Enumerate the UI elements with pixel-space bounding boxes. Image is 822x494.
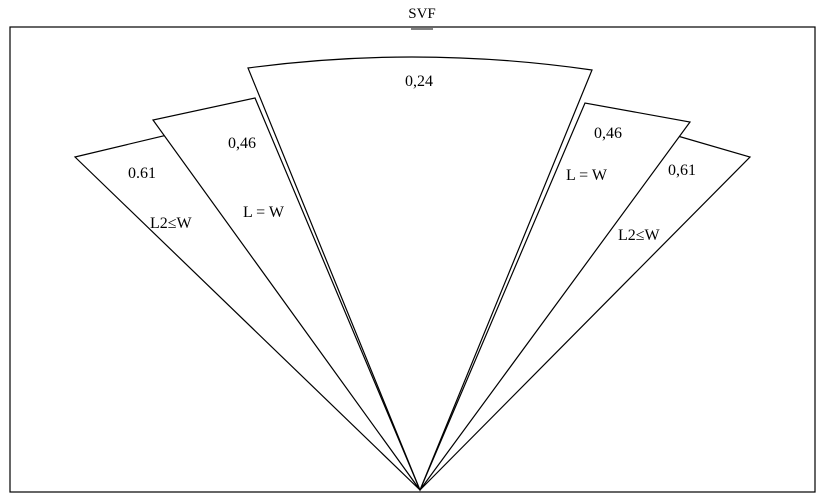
sector-right-outer-condition: L2≤W [618,227,661,244]
sector-right-middle-condition: L = W [566,167,608,184]
sector-left-outer-value: 0.61 [128,165,156,182]
diagram-frame [9,26,816,493]
sector-right-outer-value: 0,61 [668,162,696,179]
sector-right-middle [419,102,692,491]
sector-left-middle-condition: L = W [243,204,285,221]
sector-left-outer-condition: L2≤W [150,215,193,232]
sector-center [247,56,593,492]
diagram-title: SVF [408,6,436,22]
sector-left-middle [151,97,421,491]
sector-right-middle-value: 0,46 [594,125,622,142]
sector-left-middle-value: 0,46 [228,135,256,152]
sector-center-value: 0,24 [405,73,433,90]
